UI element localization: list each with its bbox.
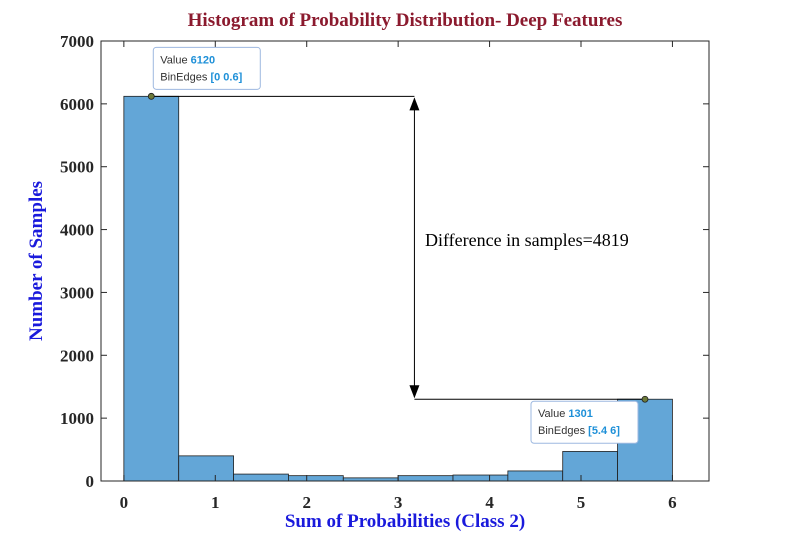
y-tick-label-3: 3000 <box>60 283 94 302</box>
datatip-edges-line: BinEdges [5.4 6] <box>538 425 620 437</box>
datatip-value-line: Value 6120 <box>160 54 215 66</box>
datatip-1[interactable]: Value 1301 BinEdges [5.4 6] <box>530 395 649 444</box>
y-tick-label-0: 0 <box>86 472 95 491</box>
histogram-bar-1 <box>178 455 234 482</box>
datatip-marker <box>641 395 649 403</box>
histogram-bar-3 <box>288 475 344 482</box>
datatip-edges-line: BinEdges [0 0.6] <box>160 71 242 83</box>
datatip-marker <box>147 92 155 100</box>
y-axis-label: Number of Samples <box>26 181 47 341</box>
difference-annotation: Difference in samples=4819 <box>425 230 629 250</box>
chart-title: Histogram of Probability Distribution- D… <box>188 10 623 31</box>
datatip-value: 1301 <box>568 408 592 420</box>
datatip-value-line: Value 1301 <box>538 408 593 420</box>
x-tick-label-1: 1 <box>211 493 220 512</box>
datatip-box <box>152 46 261 90</box>
histogram-bar-6 <box>452 474 509 482</box>
y-tick-label-1: 1000 <box>60 409 94 428</box>
x-tick-label-0: 0 <box>120 493 129 512</box>
y-tick-label-2: 2000 <box>60 346 94 365</box>
histogram-bar-7 <box>507 470 564 482</box>
histogram-bar-2 <box>233 473 289 482</box>
datatip-value: 6120 <box>191 54 215 66</box>
datatip-0[interactable]: Value 6120 BinEdges [0 0.6] <box>147 46 261 100</box>
histogram-bar-8 <box>562 451 618 482</box>
x-tick-label-6: 6 <box>668 493 677 512</box>
y-tick-label-7: 7000 <box>60 32 94 51</box>
x-tick-label-4: 4 <box>485 493 494 512</box>
arrow-head-down <box>409 385 420 399</box>
histogram-bar-0 <box>123 95 180 482</box>
datatip-box <box>530 400 639 444</box>
plot-area-frame <box>100 40 710 482</box>
datatip-edges: [0 0.6] <box>210 71 242 83</box>
x-axis-label: Sum of Probabilities (Class 2) <box>285 511 525 532</box>
x-tick-label-5: 5 <box>577 493 586 512</box>
y-tick-label-4: 4000 <box>60 221 94 240</box>
histogram-bar-5 <box>397 475 454 482</box>
x-tick-label-2: 2 <box>302 493 311 512</box>
y-tick-label-5: 5000 <box>60 158 94 177</box>
y-tick-label-6: 6000 <box>60 95 94 114</box>
arrow-head-up <box>409 97 420 111</box>
datatip-edges: [5.4 6] <box>588 425 620 437</box>
x-tick-label-3: 3 <box>394 493 403 512</box>
